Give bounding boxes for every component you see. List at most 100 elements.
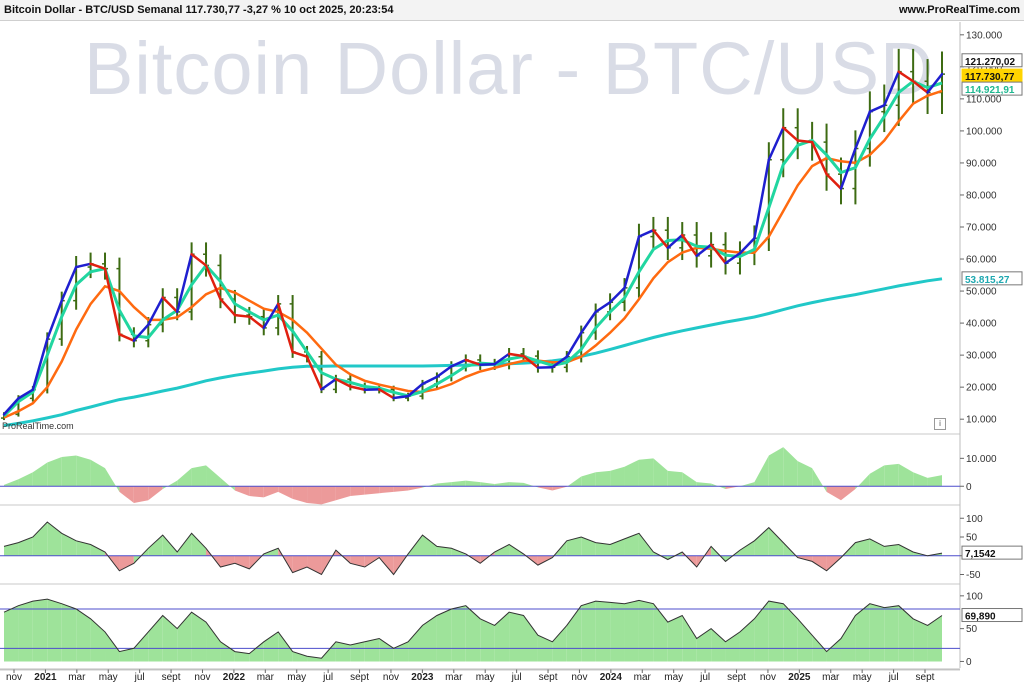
x-tick-label: 2023 — [411, 672, 434, 683]
osc3-area — [739, 618, 755, 662]
osc1-area — [335, 486, 351, 501]
osc1-area — [177, 468, 192, 487]
x-tick-label: jul — [888, 672, 899, 683]
osc3-area — [581, 601, 596, 662]
fast-ma-segment — [883, 70, 900, 107]
fast-ma-segment — [594, 301, 612, 314]
osc3-area — [898, 605, 914, 662]
x-tick-label: nov — [571, 672, 587, 683]
osc1-area — [855, 473, 870, 490]
badge-high-box — [961, 53, 1023, 68]
osc3-area — [105, 631, 120, 662]
fast-ma-segment — [911, 80, 929, 94]
osc1-area — [105, 468, 120, 492]
osc3-area — [249, 641, 264, 662]
osc1-area — [783, 447, 798, 487]
chart-header: Bitcoin Dollar - BTC/USD Semanal 117.730… — [0, 0, 1024, 21]
osc3-area — [610, 602, 625, 662]
osc2-area — [422, 535, 437, 556]
osc2-area — [855, 538, 870, 556]
osc3-area — [4, 605, 19, 662]
osc3-area — [408, 625, 423, 662]
x-tick-label: may — [287, 672, 306, 683]
osc1-area — [292, 486, 308, 503]
y-tick-label: 50.000 — [966, 287, 997, 298]
fast-ma-segment — [666, 233, 684, 250]
osc1-area — [408, 486, 423, 491]
fast-ma-segment — [839, 147, 857, 190]
y-tick-label: 110.000 — [966, 94, 1002, 105]
osc1-area — [739, 482, 755, 487]
osc3-area — [682, 615, 697, 662]
osc1-area — [898, 463, 914, 487]
osc1-area — [768, 447, 784, 487]
osc3-tick-label: 0 — [966, 657, 972, 668]
y-tick-label: 40.000 — [966, 319, 997, 330]
fast-ma-segment — [89, 262, 107, 270]
osc3-tick-label: 50 — [966, 624, 978, 635]
brand-label: ProRealTime.com — [2, 421, 74, 431]
fast-ma-segment — [738, 236, 756, 255]
fast-ma-segment — [854, 110, 872, 150]
badge-long-ma: 53.815,27 — [965, 275, 1010, 286]
fast-ma-segment — [31, 337, 49, 391]
fast-ma-segment — [551, 355, 569, 369]
fast-ma-segment — [810, 140, 828, 176]
osc3-area — [206, 622, 221, 662]
x-tick-label: sept — [162, 672, 181, 683]
osc1-area — [624, 459, 639, 487]
osc2-area — [307, 555, 322, 575]
osc2-tick-label: 100 — [966, 514, 983, 525]
fast-ma-segment — [897, 70, 915, 83]
osc1-area — [869, 465, 885, 487]
osc3-area — [667, 615, 683, 662]
fast-ma-segment — [753, 158, 771, 240]
osc3-area — [797, 618, 813, 662]
osc2-area — [610, 538, 625, 556]
osc2-area — [119, 555, 134, 571]
fast-ma-segment — [190, 252, 208, 267]
x-tick-label: nov — [194, 672, 210, 683]
x-tick-label: 2025 — [788, 672, 811, 683]
site-label[interactable]: www.ProRealTime.com — [898, 4, 1020, 16]
fast-ma-segment — [421, 375, 439, 386]
x-tick-label: mar — [68, 672, 86, 683]
osc3-area — [133, 631, 149, 662]
fast-ma-segment — [2, 397, 20, 416]
osc1-area — [206, 465, 221, 487]
osc3-area — [177, 612, 192, 662]
fast-ma-segment — [74, 262, 92, 269]
osc3-area — [595, 601, 611, 662]
osc2-tick-label: -50 — [966, 570, 981, 581]
fast-ma-segment — [334, 377, 352, 388]
osc1-area — [581, 472, 596, 487]
osc3-area — [422, 615, 437, 662]
fast-ma-segment — [926, 72, 944, 94]
x-tick-label: jul — [134, 672, 145, 683]
osc3-area — [307, 656, 322, 662]
x-tick-label: nov — [383, 672, 399, 683]
fast-ma-segment — [825, 172, 843, 190]
x-tick-label: jul — [322, 672, 333, 683]
fast-ma-segment — [767, 126, 785, 161]
slow-ma-line — [2, 79, 943, 418]
fast-ma-segment — [796, 139, 814, 144]
fast-ma-segment — [579, 310, 597, 334]
osc1-area — [884, 463, 899, 487]
y-tick-label: 30.000 — [966, 351, 997, 362]
osc3-area — [162, 615, 178, 662]
osc3-area — [913, 618, 928, 662]
fast-ma-segment — [60, 265, 78, 302]
osc3-area — [725, 631, 740, 662]
y-tick-label: 90.000 — [966, 158, 997, 169]
x-tick-label: mar — [822, 672, 840, 683]
fast-ma-segment — [219, 297, 237, 317]
info-icon[interactable]: i — [934, 418, 946, 430]
osc3-area — [220, 641, 235, 662]
osc2-area — [638, 533, 654, 556]
watermark: Bitcoin Dollar - BTC/USD — [84, 27, 935, 110]
osc2-area — [234, 555, 250, 569]
osc3-area — [32, 599, 48, 662]
x-tick-label: may — [664, 672, 683, 683]
